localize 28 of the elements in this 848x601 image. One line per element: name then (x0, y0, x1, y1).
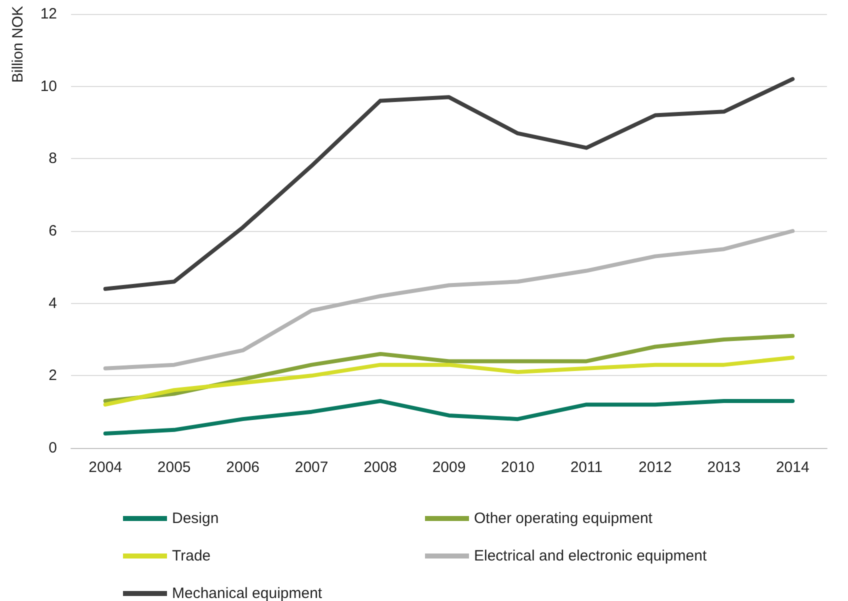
x-tick-label: 2009 (432, 459, 466, 476)
legend-label: Electrical and electronic equipment (474, 548, 708, 564)
y-tick-label: 10 (40, 78, 57, 95)
x-tick-label: 2007 (294, 459, 328, 476)
x-tick-label: 2012 (638, 459, 672, 476)
y-tick-label: 6 (48, 222, 57, 240)
y-tick-label: 8 (48, 150, 57, 168)
y-axis-title: Billion NOK (10, 6, 26, 83)
line-series (103, 356, 795, 407)
x-tick-label: 2006 (226, 459, 260, 476)
x-tick-label: 2013 (707, 459, 741, 476)
x-tick-label: 2011 (570, 459, 603, 476)
line-series (103, 229, 795, 370)
legend-label: Trade (172, 548, 211, 564)
y-tick-label: 12 (40, 6, 57, 22)
x-tick-label: 2008 (364, 459, 397, 476)
x-tick-label: 2004 (88, 459, 122, 476)
x-tick-label: 2005 (157, 459, 191, 476)
y-tick-label: 2 (48, 367, 57, 384)
x-tick-label: 2010 (501, 459, 534, 476)
legend-label: Design (172, 510, 219, 527)
x-tick-label: 2014 (776, 459, 810, 476)
line-series (103, 77, 795, 291)
y-tick-label: 4 (48, 294, 57, 312)
legend-label: Other operating equipment (474, 510, 654, 527)
line-series (103, 398, 795, 436)
y-tick-label: 0 (48, 440, 57, 456)
legend-label: Mechanical equipment (172, 585, 323, 601)
